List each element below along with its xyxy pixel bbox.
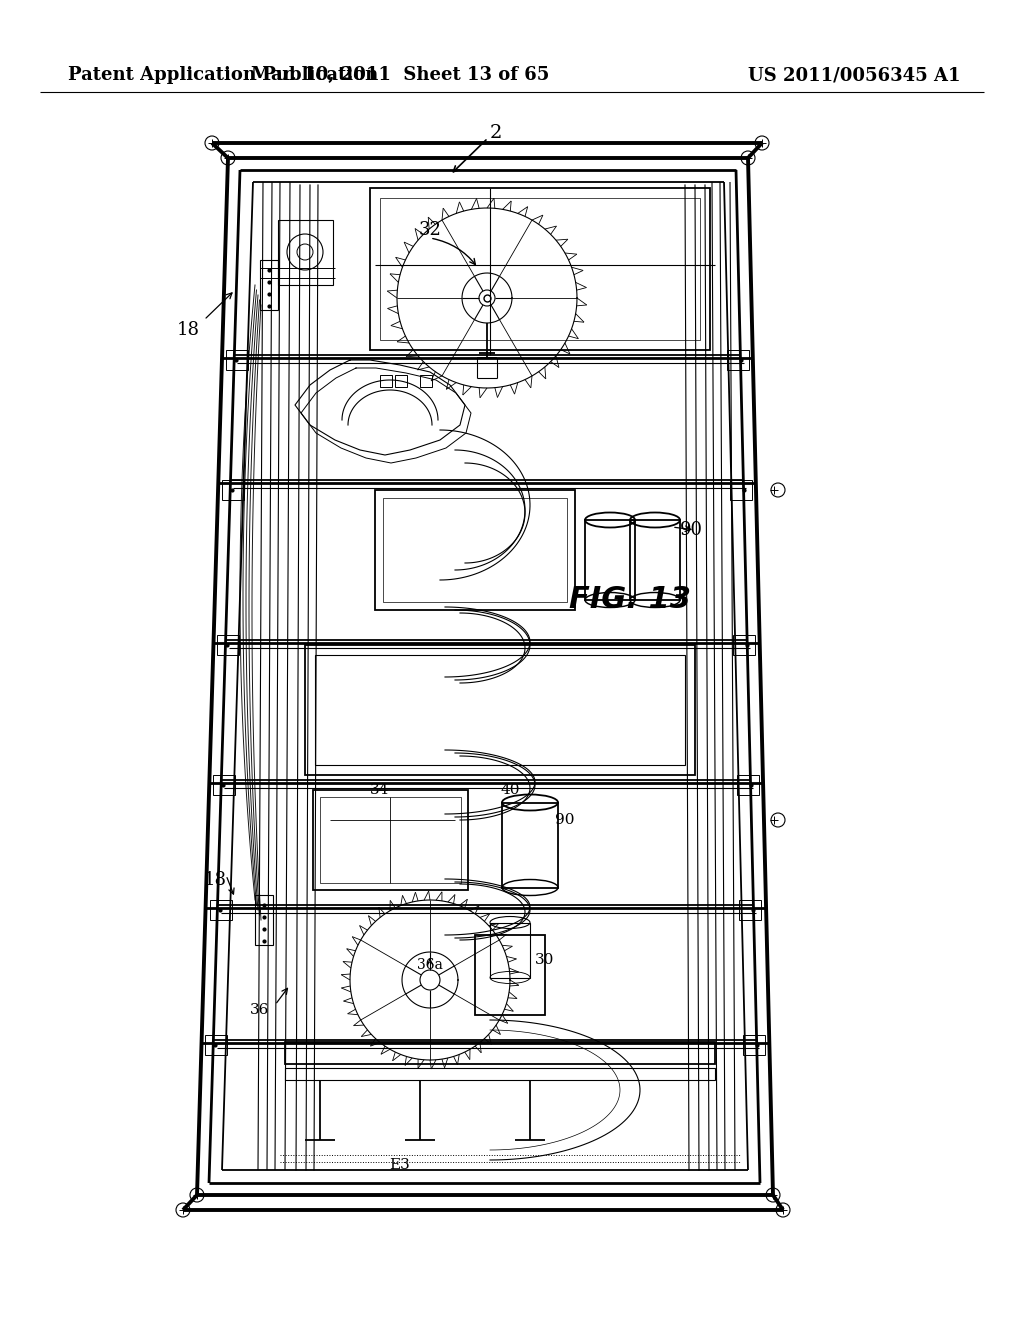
- Bar: [206, 1035, 227, 1055]
- Bar: [217, 635, 240, 655]
- Bar: [727, 350, 749, 370]
- Circle shape: [766, 1188, 780, 1203]
- Text: 90: 90: [555, 813, 574, 828]
- Bar: [475, 935, 545, 1015]
- Bar: [210, 900, 231, 920]
- Circle shape: [755, 136, 769, 150]
- Bar: [315, 655, 685, 766]
- Text: 90: 90: [680, 521, 703, 539]
- Bar: [305, 645, 695, 775]
- Circle shape: [776, 1203, 790, 1217]
- Text: 2: 2: [490, 124, 503, 143]
- Circle shape: [771, 483, 785, 498]
- Text: US 2011/0056345 A1: US 2011/0056345 A1: [748, 66, 961, 84]
- Bar: [375, 490, 575, 610]
- Text: 30: 30: [536, 953, 555, 968]
- Bar: [420, 375, 432, 387]
- Bar: [260, 260, 278, 310]
- Bar: [285, 1068, 715, 1080]
- Bar: [742, 1035, 765, 1055]
- Bar: [226, 350, 248, 370]
- Text: Mar. 10, 2011  Sheet 13 of 65: Mar. 10, 2011 Sheet 13 of 65: [251, 66, 549, 84]
- Circle shape: [190, 1188, 204, 1203]
- Text: E3: E3: [389, 1158, 411, 1172]
- Bar: [213, 775, 236, 795]
- Bar: [370, 187, 710, 350]
- Bar: [585, 520, 635, 601]
- Bar: [502, 803, 558, 887]
- Bar: [313, 789, 468, 890]
- Bar: [730, 480, 752, 500]
- Circle shape: [221, 150, 234, 165]
- Bar: [380, 198, 700, 341]
- Bar: [255, 895, 273, 945]
- Text: 18: 18: [176, 321, 200, 339]
- Circle shape: [741, 150, 755, 165]
- Text: 32: 32: [419, 220, 441, 239]
- Bar: [222, 480, 244, 500]
- Circle shape: [479, 290, 495, 306]
- Circle shape: [205, 136, 219, 150]
- Text: Patent Application Publication: Patent Application Publication: [68, 66, 378, 84]
- Circle shape: [771, 813, 785, 828]
- Text: 36a: 36a: [417, 958, 443, 972]
- Text: 18: 18: [204, 871, 226, 888]
- Bar: [739, 900, 762, 920]
- Bar: [319, 797, 461, 883]
- Text: 36: 36: [250, 1003, 269, 1016]
- Bar: [736, 775, 759, 795]
- Bar: [383, 498, 567, 602]
- Circle shape: [420, 970, 440, 990]
- Bar: [285, 1041, 715, 1064]
- Bar: [490, 923, 530, 978]
- Bar: [395, 375, 407, 387]
- Bar: [733, 635, 756, 655]
- Bar: [380, 375, 392, 387]
- Text: FIG. 13: FIG. 13: [569, 586, 691, 615]
- Bar: [278, 220, 333, 285]
- Circle shape: [176, 1203, 190, 1217]
- Text: 40: 40: [501, 783, 520, 797]
- Text: 34: 34: [371, 783, 390, 797]
- Bar: [630, 520, 680, 601]
